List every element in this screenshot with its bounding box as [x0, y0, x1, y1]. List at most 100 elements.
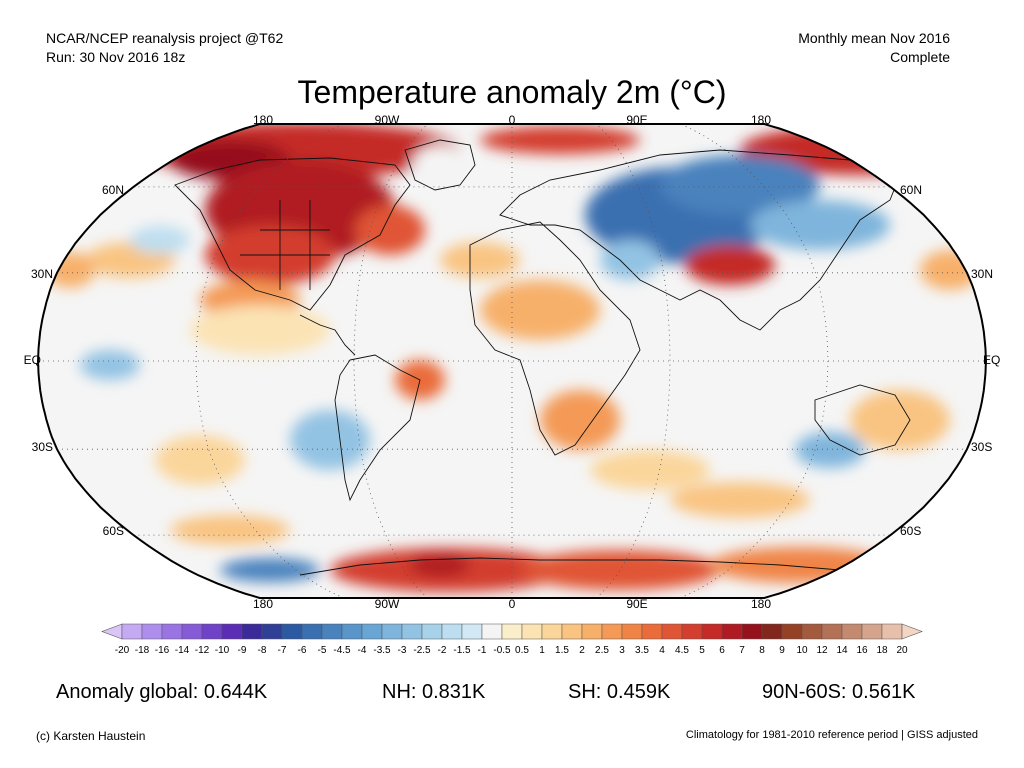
colorbar-tick-label: -9: [238, 645, 247, 656]
lat-label: EQ: [983, 353, 1000, 367]
colorbar-box: [781, 623, 803, 640]
colorbar-tick-label: -3.5: [373, 645, 391, 656]
colorbar-tick-label: 6: [719, 645, 725, 656]
lon-label: 180: [253, 113, 273, 127]
colorbar-box: [361, 623, 383, 640]
colorbar-tick-label: 0.5: [515, 645, 529, 656]
lat-label: 30S: [32, 440, 53, 454]
colorbar-tick-label: 14: [836, 645, 848, 656]
lat-labels-left: 60N 30N EQ 30S 60S: [24, 183, 124, 538]
colorbar-tick-label: -4.5: [333, 645, 351, 656]
colorbar-tick-label: 3.5: [635, 645, 649, 656]
colorbar-tick-label: 9: [779, 645, 785, 656]
stat-arctic: 90N-60S: 0.561K: [762, 681, 916, 703]
colorbar-tick-label: -0.5: [493, 645, 511, 656]
lat-label: 60S: [900, 524, 921, 538]
colorbar-tick-label: -1.5: [453, 645, 471, 656]
colorbar-tick-label: 16: [856, 645, 868, 656]
colorbar-tick-label: -16: [155, 645, 170, 656]
map-field: [38, 124, 986, 598]
lon-label: 180: [253, 597, 273, 611]
period-label: Monthly mean Nov 2016: [798, 30, 950, 46]
colorbar-tick-label: -12: [195, 645, 210, 656]
colorbar-box: [841, 623, 863, 640]
colorbar-box: [501, 623, 523, 640]
colorbar-tick-label: 10: [796, 645, 808, 656]
colorbar-tick-label: -18: [135, 645, 150, 656]
lon-label: 90E: [626, 597, 647, 611]
colorbar-min-arrow: [101, 623, 123, 640]
colorbar-box: [381, 623, 403, 640]
lat-label: 60N: [102, 183, 124, 197]
colorbar-box: [441, 623, 463, 640]
header-left: NCAR/NCEP reanalysis project @T62 Run: 3…: [46, 29, 283, 67]
colorbar-box: [561, 623, 583, 640]
colorbar-box: [221, 623, 243, 640]
colorbar-box: [541, 623, 563, 640]
lat-label: EQ: [24, 353, 41, 367]
colorbar-box: [821, 623, 843, 640]
colorbar-tick-label: 4.5: [675, 645, 689, 656]
lon-label: 180: [751, 113, 771, 127]
colorbar-box: [701, 623, 723, 640]
colorbar-box: [301, 623, 323, 640]
colorbar-tick-label: -4: [358, 645, 367, 656]
lon-label: 90E: [626, 113, 647, 127]
colorbar-box: [401, 623, 423, 640]
colorbar-tick-label: -6: [298, 645, 307, 656]
lat-label: 30N: [971, 267, 993, 281]
lat-label: 60N: [900, 183, 922, 197]
colorbar-box: [741, 623, 763, 640]
stat-global: Anomaly global: 0.644K: [56, 681, 268, 703]
stat-nh: NH: 0.831K: [382, 681, 486, 703]
colorbar-box: [121, 623, 143, 640]
colorbar-tick-label: 18: [876, 645, 888, 656]
copyright: (c) Karsten Haustein: [36, 729, 146, 743]
map-border: [36, 123, 988, 599]
colorbar-tick-label: 5: [699, 645, 705, 656]
header-right: Monthly mean Nov 2016 Complete: [798, 29, 950, 67]
colorbar-box: [601, 623, 623, 640]
graticule-meridian: [195, 124, 344, 598]
colorbar-box: [581, 623, 603, 640]
colorbar-tick-label: -8: [258, 645, 267, 656]
colorbar-tick-label: 8: [759, 645, 765, 656]
colorbar-tick-label: -5: [318, 645, 327, 656]
colorbar-tick-label: -1: [478, 645, 487, 656]
colorbar-box: [521, 623, 543, 640]
colorbar-tick-label: 7: [739, 645, 745, 656]
colorbar-box: [641, 623, 663, 640]
stat-sh: SH: 0.459K: [568, 681, 671, 703]
colorbar-box: [621, 623, 643, 640]
colorbar-box: [261, 623, 283, 640]
colorbar-tick-label: -14: [175, 645, 190, 656]
colorbar-tick-label: 4: [659, 645, 665, 656]
colorbar-tick-label: 2.5: [595, 645, 609, 656]
lon-label: 90W: [375, 597, 400, 611]
colorbar-box: [141, 623, 163, 640]
lon-labels-top: 180 90W 0 90E 180: [253, 113, 771, 127]
colorbar-box: [161, 623, 183, 640]
colorbar-box: [861, 623, 883, 640]
colorbar-box: [321, 623, 343, 640]
status-label: Complete: [890, 49, 950, 65]
colorbar-box: [341, 623, 363, 640]
colorbar-tick-label: 12: [816, 645, 828, 656]
lat-label: 30S: [971, 440, 992, 454]
run-time: Run: 30 Nov 2016 18z: [46, 49, 186, 65]
colorbar-max-arrow: [901, 623, 923, 640]
lon-labels-bottom: 180 90W 0 90E 180: [253, 597, 771, 611]
colorbar-box: [241, 623, 263, 640]
colorbar-box: [481, 623, 503, 640]
climatology-note: Climatology for 1981-2010 reference peri…: [685, 729, 978, 741]
graticule: [38, 124, 986, 598]
lon-label: 90W: [375, 113, 400, 127]
colorbar-box: [721, 623, 743, 640]
colorbar-tick-label: 3: [619, 645, 625, 656]
lat-label: 30N: [31, 267, 53, 281]
colorbar-tick-label: 1.5: [555, 645, 569, 656]
colorbar-box: [761, 623, 783, 640]
colorbar-tick-label: 1: [539, 645, 545, 656]
colorbar: -20 -18 -16 -14 -12 -10 -9 -8 -7 -6 -5 -4.5 -4 -3.5 -3…: [101, 623, 923, 656]
